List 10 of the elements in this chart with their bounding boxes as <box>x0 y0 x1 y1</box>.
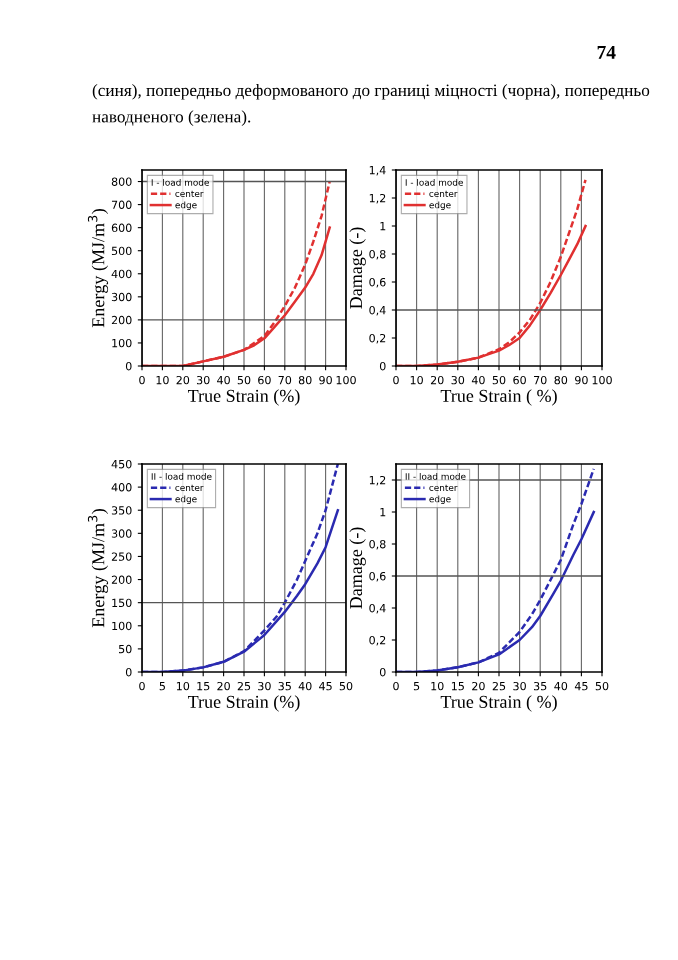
y-axis-title: Damage (-) <box>349 227 366 309</box>
y-axis-title: Energy (MJ/m$^{3}$) <box>87 509 109 628</box>
text: (синя), попередньо деформованого до границі міцності (чорна), попередньо наводненого (зелена). <box>92 84 650 126</box>
x-axis-title: True Strain (%) <box>187 389 300 406</box>
x-axis-title: True Strain ( %) <box>440 389 557 406</box>
x-axis-title: True Strain ( %) <box>440 695 557 712</box>
y-axis-title: Damage (-) <box>349 527 366 609</box>
y-axis-title: Energy (MJ/m$^{3}$) <box>87 209 109 328</box>
text: 74 <box>597 45 616 59</box>
x-axis-title: True Strain (%) <box>187 695 300 712</box>
